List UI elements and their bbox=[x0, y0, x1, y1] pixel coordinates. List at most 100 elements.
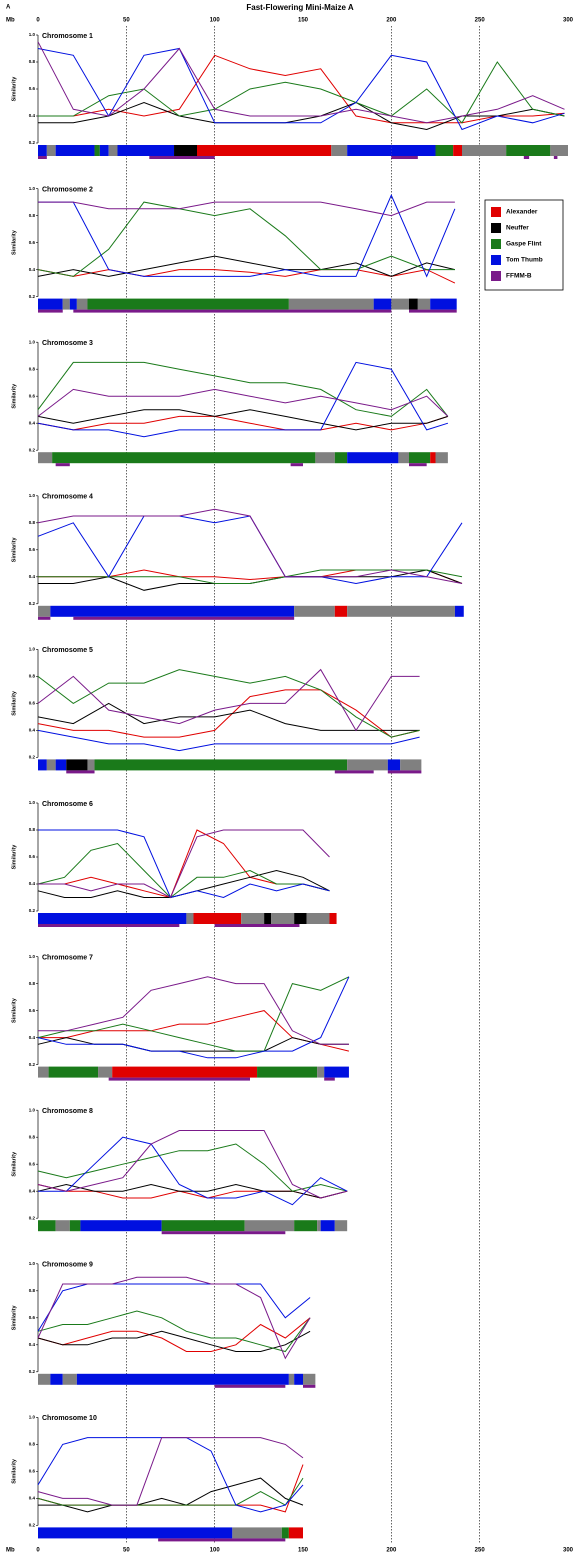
y-tick-label: 0.6 bbox=[29, 1008, 36, 1013]
similarity-line bbox=[37, 1310, 311, 1353]
x-axis-label: Mb bbox=[6, 18, 15, 24]
y-tick-label: 0.8 bbox=[29, 520, 36, 525]
similarity-line bbox=[38, 1136, 348, 1206]
y-tick-label: 0.2 bbox=[29, 1215, 36, 1220]
y-tick-label: 1.0 bbox=[29, 493, 36, 498]
ancestry-block bbox=[99, 145, 109, 156]
ancestry-block bbox=[55, 759, 67, 771]
y-tick-label: 0.2 bbox=[29, 294, 36, 299]
ancestry-block bbox=[62, 1373, 77, 1385]
ancestry-block bbox=[38, 452, 53, 464]
ffmmb-block bbox=[391, 156, 418, 159]
chromosome-title: Chromosome 5 bbox=[42, 647, 93, 654]
y-tick-label: 0.6 bbox=[29, 701, 36, 706]
similarity-line bbox=[37, 1037, 349, 1052]
ffmmb-block bbox=[334, 770, 374, 774]
y-tick-label: 0.6 bbox=[29, 1315, 36, 1320]
ancestry-block bbox=[430, 452, 436, 464]
y-tick-label: 0.4 bbox=[29, 574, 36, 579]
x-tick-label: 100 bbox=[210, 1548, 221, 1554]
ancestry-block bbox=[38, 298, 63, 310]
legend-swatch bbox=[491, 239, 501, 249]
similarity-line bbox=[38, 1477, 304, 1513]
ancestry-block bbox=[38, 1220, 56, 1232]
ancestry-block bbox=[38, 1066, 49, 1078]
y-axis-label: Similarity bbox=[11, 76, 17, 102]
ffmmb-block bbox=[38, 156, 47, 159]
y-tick-label: 0.2 bbox=[29, 601, 36, 606]
ancestry-block bbox=[462, 145, 507, 156]
ancestry-block bbox=[288, 1527, 303, 1539]
similarity-line bbox=[37, 1130, 348, 1199]
ffmmb-block bbox=[55, 463, 70, 467]
ancestry-block bbox=[55, 1220, 70, 1232]
ancestry-block bbox=[80, 1220, 162, 1232]
similarity-line bbox=[37, 388, 449, 417]
ancestry-block bbox=[112, 1066, 258, 1078]
ffmmb-block bbox=[38, 924, 180, 927]
ancestry-block bbox=[409, 452, 431, 464]
similarity-line bbox=[37, 976, 350, 1052]
ancestry-block bbox=[334, 605, 348, 617]
x-tick-label: 50 bbox=[123, 18, 130, 24]
chromosome-title: Chromosome 3 bbox=[42, 340, 93, 347]
y-tick-label: 1.0 bbox=[29, 954, 36, 959]
ffmmb-block bbox=[66, 770, 95, 774]
chromosome-title: Chromosome 7 bbox=[42, 954, 93, 961]
chromosome-title: Chromosome 9 bbox=[42, 1262, 93, 1269]
y-tick-label: 0.2 bbox=[29, 908, 36, 913]
ancestry-block bbox=[347, 759, 388, 771]
ancestry-block bbox=[334, 452, 348, 464]
chromosome-title: Chromosome 4 bbox=[42, 494, 93, 501]
legend-label: Neuffer bbox=[506, 225, 529, 232]
x-tick-label: 300 bbox=[563, 1548, 574, 1554]
ancestry-block bbox=[334, 1220, 348, 1232]
figure-title: Fast-Flowering Mini-Maize A bbox=[246, 3, 353, 12]
x-tick-label: 250 bbox=[475, 18, 486, 24]
similarity-line bbox=[37, 1283, 311, 1332]
y-axis-label: Similarity bbox=[11, 1304, 17, 1330]
ancestry-block bbox=[257, 1066, 318, 1078]
y-tick-label: 0.6 bbox=[29, 393, 36, 398]
ancestry-block bbox=[38, 145, 47, 156]
ancestry-block bbox=[347, 605, 455, 617]
ffmmb-block bbox=[214, 1384, 286, 1388]
ancestry-block bbox=[373, 298, 392, 310]
y-tick-label: 0.8 bbox=[29, 1442, 36, 1447]
ancestry-block bbox=[454, 605, 464, 617]
y-axis-label: Similarity bbox=[11, 1151, 17, 1177]
y-tick-label: 0.6 bbox=[29, 240, 36, 245]
x-tick-label: 0 bbox=[36, 18, 40, 24]
x-tick-label: 200 bbox=[386, 1548, 397, 1554]
ffmmb-block bbox=[523, 156, 530, 159]
y-tick-label: 0.6 bbox=[29, 547, 36, 552]
ancestry-block bbox=[186, 913, 194, 924]
ffmmb-block bbox=[324, 1077, 335, 1081]
y-tick-label: 0.6 bbox=[29, 1161, 36, 1166]
similarity-line bbox=[38, 201, 455, 217]
similarity-line bbox=[37, 1330, 311, 1352]
y-tick-label: 0.4 bbox=[29, 1188, 36, 1193]
legend-label: Gaspe Flint bbox=[506, 241, 542, 248]
x-tick-label: 0 bbox=[36, 1548, 40, 1554]
ancestry-block bbox=[435, 145, 454, 156]
ancestry-block bbox=[55, 145, 95, 156]
ffmmb-block bbox=[73, 616, 295, 620]
ancestry-block bbox=[315, 452, 335, 464]
ancestry-block bbox=[48, 1066, 99, 1078]
ffmmb-block bbox=[108, 1077, 251, 1081]
ancestry-block bbox=[264, 913, 272, 924]
y-tick-label: 1.0 bbox=[29, 186, 36, 191]
y-tick-label: 0.8 bbox=[29, 827, 36, 832]
y-tick-label: 0.4 bbox=[29, 113, 36, 118]
ffmmb-block bbox=[38, 309, 63, 313]
y-tick-label: 0.8 bbox=[29, 1134, 36, 1139]
legend-swatch bbox=[491, 223, 501, 233]
y-tick-label: 0.4 bbox=[29, 420, 36, 425]
ancestry-block bbox=[50, 605, 295, 617]
ancestry-block bbox=[347, 145, 392, 156]
ancestry-block bbox=[193, 913, 242, 924]
ancestry-block bbox=[117, 145, 175, 156]
ffmmb-block bbox=[387, 770, 422, 774]
